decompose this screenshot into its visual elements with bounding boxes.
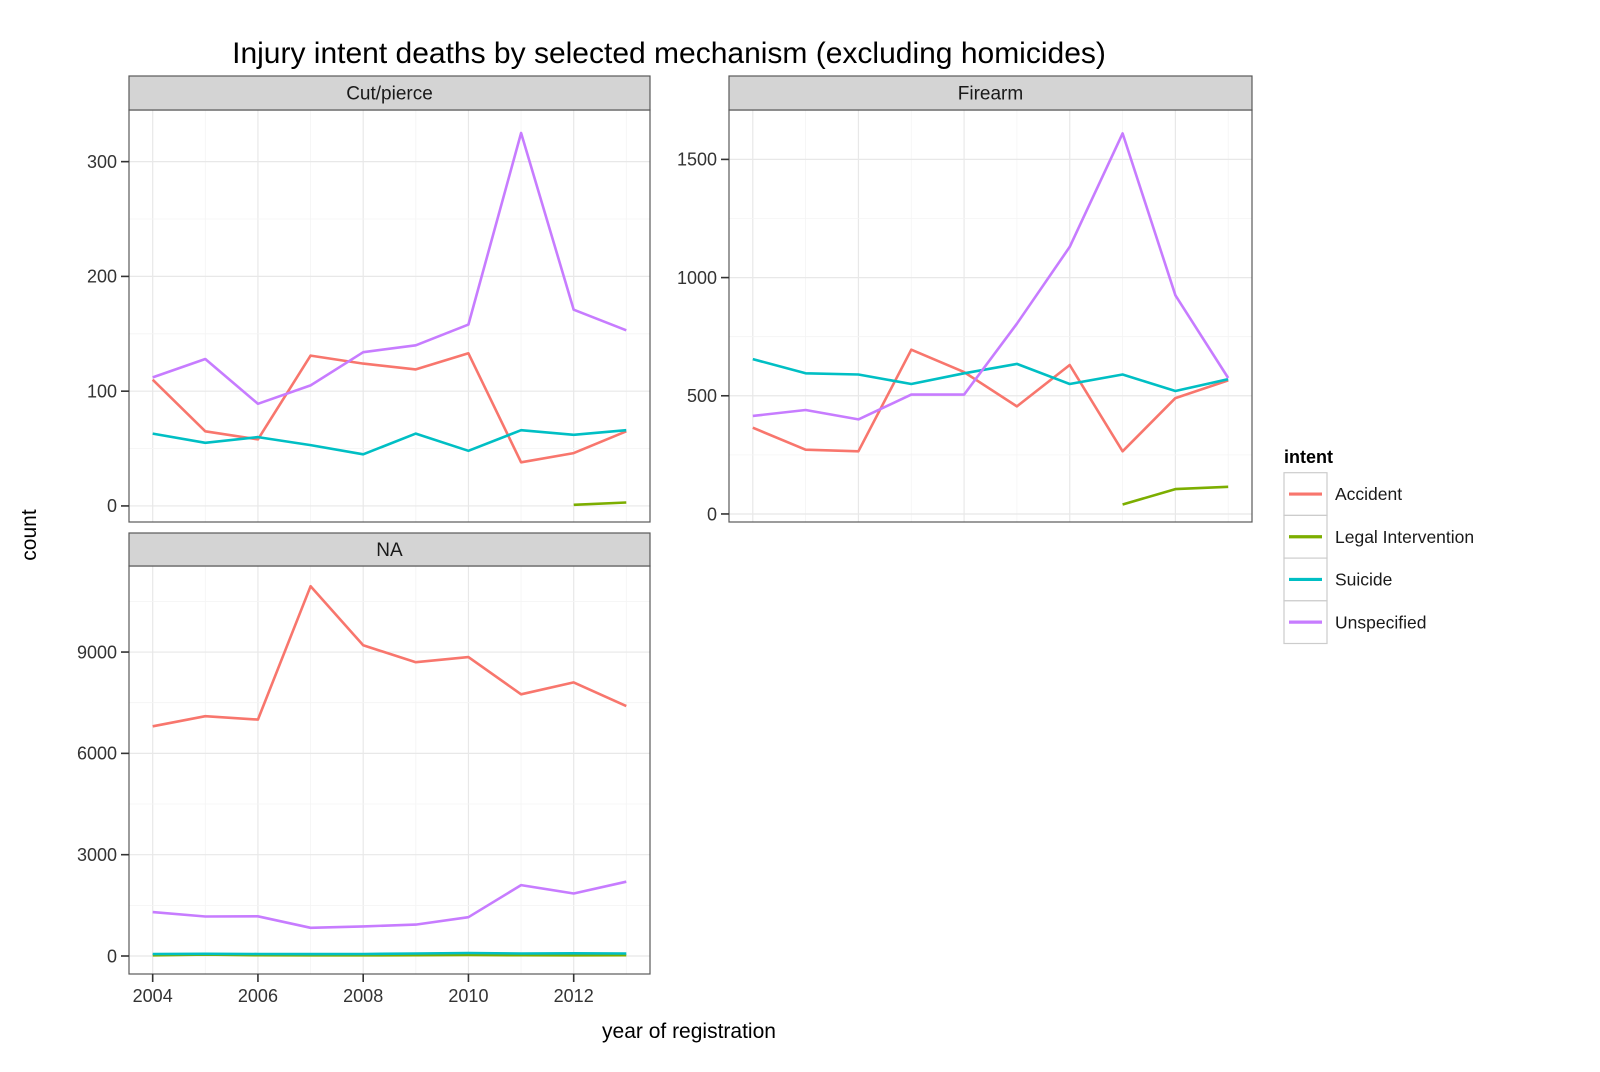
- series-line-unspecified: [152, 131, 627, 406]
- legend-entry-label: Legal Intervention: [1335, 527, 1474, 547]
- y-axis-title: count: [18, 509, 41, 561]
- y-axis-tick-label: 6000: [77, 744, 117, 764]
- y-axis-tick-label: 1500: [677, 150, 717, 170]
- x-axis-title: year of registration: [602, 1020, 776, 1043]
- chart-title: Injury intent deaths by selected mechani…: [232, 37, 1106, 70]
- y-axis-tick-label: 1000: [677, 268, 717, 288]
- y-axis-tick-label: 0: [107, 496, 117, 516]
- legend-title: intent: [1284, 447, 1333, 467]
- x-axis-tick-label: 2004: [133, 986, 173, 1006]
- y-axis-tick-label: 100: [87, 381, 117, 401]
- facet-panel-firearm: Firearm 0 500 1000 1500: [677, 75, 1253, 524]
- facet-panel-cut-pierce: Cut/pierce 0 100 200 300: [87, 75, 651, 523]
- series-line-unspecified: [752, 132, 1230, 421]
- y-axis-tick-label: 300: [87, 152, 117, 172]
- series-line-accident: [151, 352, 627, 464]
- x-axis-tick-label: 2006: [238, 986, 278, 1006]
- y-axis-tick-label: 0: [707, 504, 717, 524]
- facet-strip: [128, 532, 651, 567]
- y-axis-tick-label: 500: [687, 386, 717, 406]
- series-line-suicide: [752, 357, 1229, 393]
- facet-panels: Cut/pierce 0 100 200 300 Firearm 0 500 1000 1500 N…: [77, 75, 1253, 1006]
- facet-panel-na: NA 0 3000 6000 9000 2004 2006 2008 2010 2012: [77, 532, 651, 1006]
- series-line-suicide: [152, 428, 627, 456]
- x-axis-tick-label: 2010: [448, 986, 488, 1006]
- series-line-legal-intervention: [573, 501, 627, 507]
- y-axis-tick-label: 0: [107, 946, 117, 966]
- series-line-legal-intervention: [1122, 485, 1229, 506]
- series-line-accident: [152, 584, 627, 728]
- series-line-accident: [752, 348, 1229, 453]
- y-axis-tick-label: 3000: [77, 845, 117, 865]
- facet-strip-label: Cut/pierce: [346, 84, 433, 105]
- x-axis-tick-label: 2012: [554, 986, 594, 1006]
- facet-strip: [128, 75, 651, 111]
- legend-entry-label: Unspecified: [1335, 612, 1426, 632]
- y-axis-tick-label: 9000: [77, 642, 117, 662]
- panel-background: [129, 566, 650, 974]
- y-axis-tick-label: 200: [87, 267, 117, 287]
- x-axis-tick-label: 2008: [343, 986, 383, 1006]
- facet-strip: [728, 75, 1253, 111]
- panel-background: [729, 110, 1252, 522]
- facet-strip-label: NA: [376, 540, 403, 561]
- legend-entry-label: Accident: [1335, 484, 1402, 504]
- legend-entry-label: Suicide: [1335, 570, 1392, 590]
- facet-strip-label: Firearm: [958, 84, 1023, 105]
- panel-background: [129, 110, 650, 522]
- series-line-unspecified: [152, 880, 627, 930]
- series-line-suicide: [152, 951, 627, 956]
